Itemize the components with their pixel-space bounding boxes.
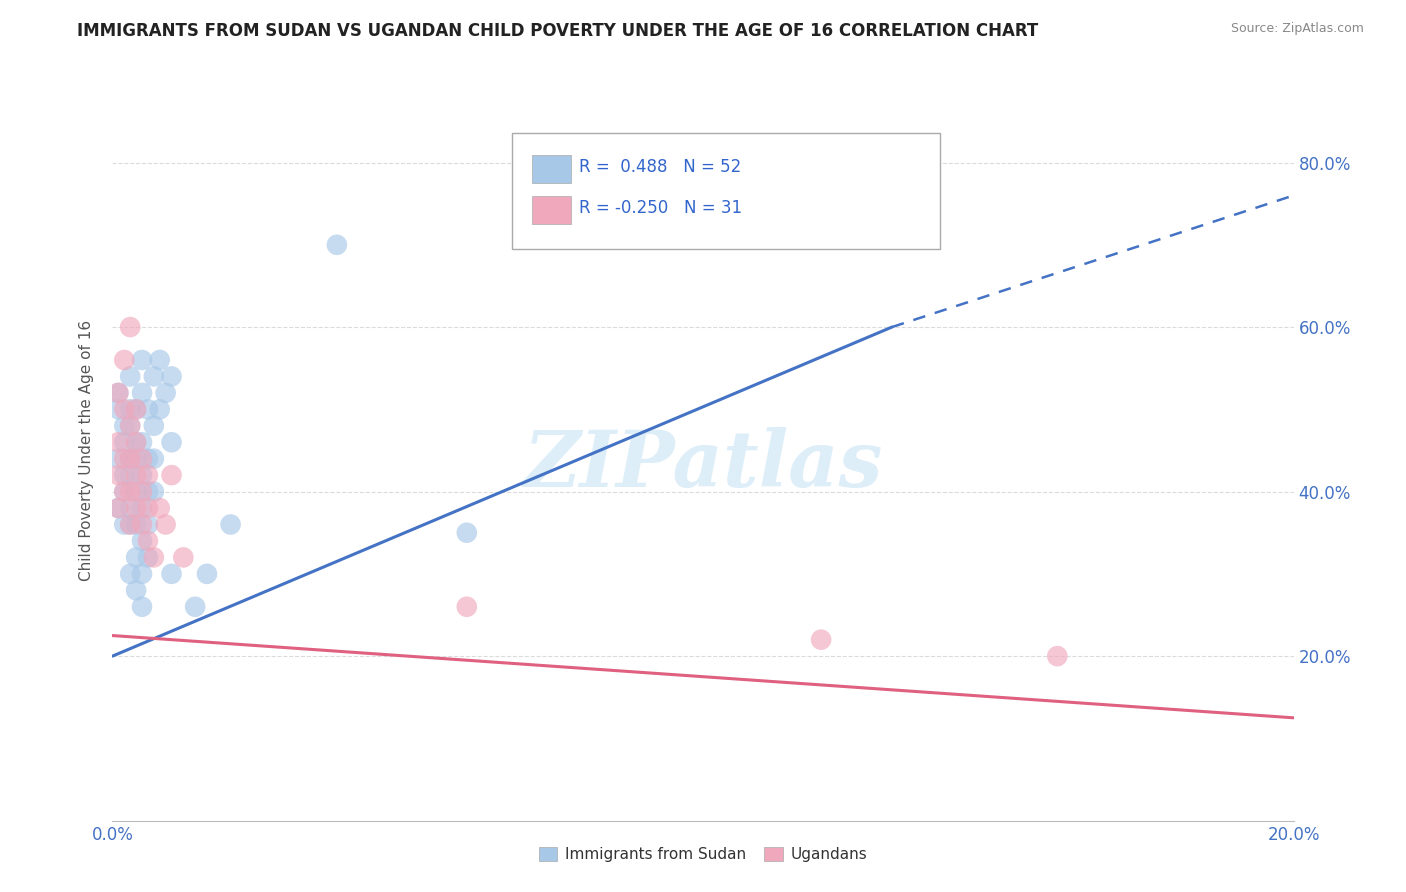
Point: [120, 451, 142, 466]
Point: [125, 435, 148, 450]
Y-axis label: Child Poverty Under the Age of 16: Child Poverty Under the Age of 16: [79, 320, 94, 581]
Point: [120, 566, 142, 581]
Point: [107, 402, 129, 417]
Point: [131, 501, 153, 516]
Point: [112, 484, 135, 499]
Point: [155, 517, 177, 532]
Point: [125, 402, 148, 417]
Point: [112, 484, 135, 499]
Point: [136, 533, 159, 548]
Point: [142, 451, 165, 466]
Text: ZIPatlas: ZIPatlas: [523, 427, 883, 503]
Point: [107, 501, 129, 516]
Point: [160, 468, 183, 483]
Legend: Immigrants from Sudan, Ugandans: Immigrants from Sudan, Ugandans: [533, 841, 873, 869]
Point: [112, 517, 135, 532]
Point: [125, 435, 148, 450]
Point: [149, 353, 172, 368]
Point: [107, 435, 129, 450]
Point: [142, 418, 165, 433]
Point: [125, 451, 148, 466]
Point: [456, 599, 478, 614]
Point: [120, 501, 142, 516]
Point: [136, 501, 159, 516]
Point: [131, 353, 153, 368]
Point: [131, 451, 153, 466]
Point: [107, 385, 129, 400]
Point: [131, 435, 153, 450]
Point: [112, 402, 135, 417]
Point: [107, 385, 129, 400]
Point: [125, 501, 148, 516]
Point: [120, 418, 142, 433]
Point: [120, 320, 142, 334]
Point: [184, 599, 207, 614]
Point: [125, 468, 148, 483]
Point: [112, 468, 135, 483]
Point: [160, 566, 183, 581]
Point: [160, 369, 183, 384]
Point: [456, 525, 478, 540]
Point: [112, 353, 135, 368]
Point: [125, 583, 148, 598]
Point: [131, 484, 153, 499]
Point: [810, 632, 832, 647]
Point: [131, 517, 153, 532]
Text: IMMIGRANTS FROM SUDAN VS UGANDAN CHILD POVERTY UNDER THE AGE OF 16 CORRELATION C: IMMIGRANTS FROM SUDAN VS UGANDAN CHILD P…: [77, 22, 1039, 40]
Point: [155, 385, 177, 400]
Point: [120, 418, 142, 433]
Point: [120, 484, 142, 499]
Point: [131, 599, 153, 614]
Point: [131, 385, 153, 400]
Point: [149, 402, 172, 417]
Point: [136, 484, 159, 499]
Point: [136, 451, 159, 466]
Point: [326, 237, 349, 252]
Point: [112, 435, 135, 450]
Point: [195, 566, 218, 581]
Text: R =  0.488   N = 52: R = 0.488 N = 52: [579, 158, 741, 176]
Point: [125, 402, 148, 417]
Point: [107, 451, 129, 466]
Point: [219, 517, 242, 532]
Point: [160, 435, 183, 450]
Point: [142, 550, 165, 565]
Point: [120, 402, 142, 417]
Point: [136, 517, 159, 532]
Point: [131, 533, 153, 548]
Point: [149, 501, 172, 516]
Point: [131, 566, 153, 581]
Point: [136, 402, 159, 417]
Point: [112, 451, 135, 466]
Point: [125, 517, 148, 532]
Text: Source: ZipAtlas.com: Source: ZipAtlas.com: [1230, 22, 1364, 36]
Point: [125, 484, 148, 499]
Point: [120, 517, 142, 532]
Point: [142, 369, 165, 384]
Point: [172, 550, 194, 565]
Point: [136, 468, 159, 483]
Point: [120, 369, 142, 384]
Point: [142, 484, 165, 499]
Point: [120, 517, 142, 532]
Point: [125, 550, 148, 565]
Point: [131, 468, 153, 483]
Point: [120, 451, 142, 466]
Point: [107, 468, 129, 483]
Point: [120, 468, 142, 483]
Point: [136, 550, 159, 565]
Text: R = -0.250   N = 31: R = -0.250 N = 31: [579, 199, 742, 217]
Point: [107, 501, 129, 516]
Point: [1046, 649, 1069, 664]
Point: [112, 418, 135, 433]
